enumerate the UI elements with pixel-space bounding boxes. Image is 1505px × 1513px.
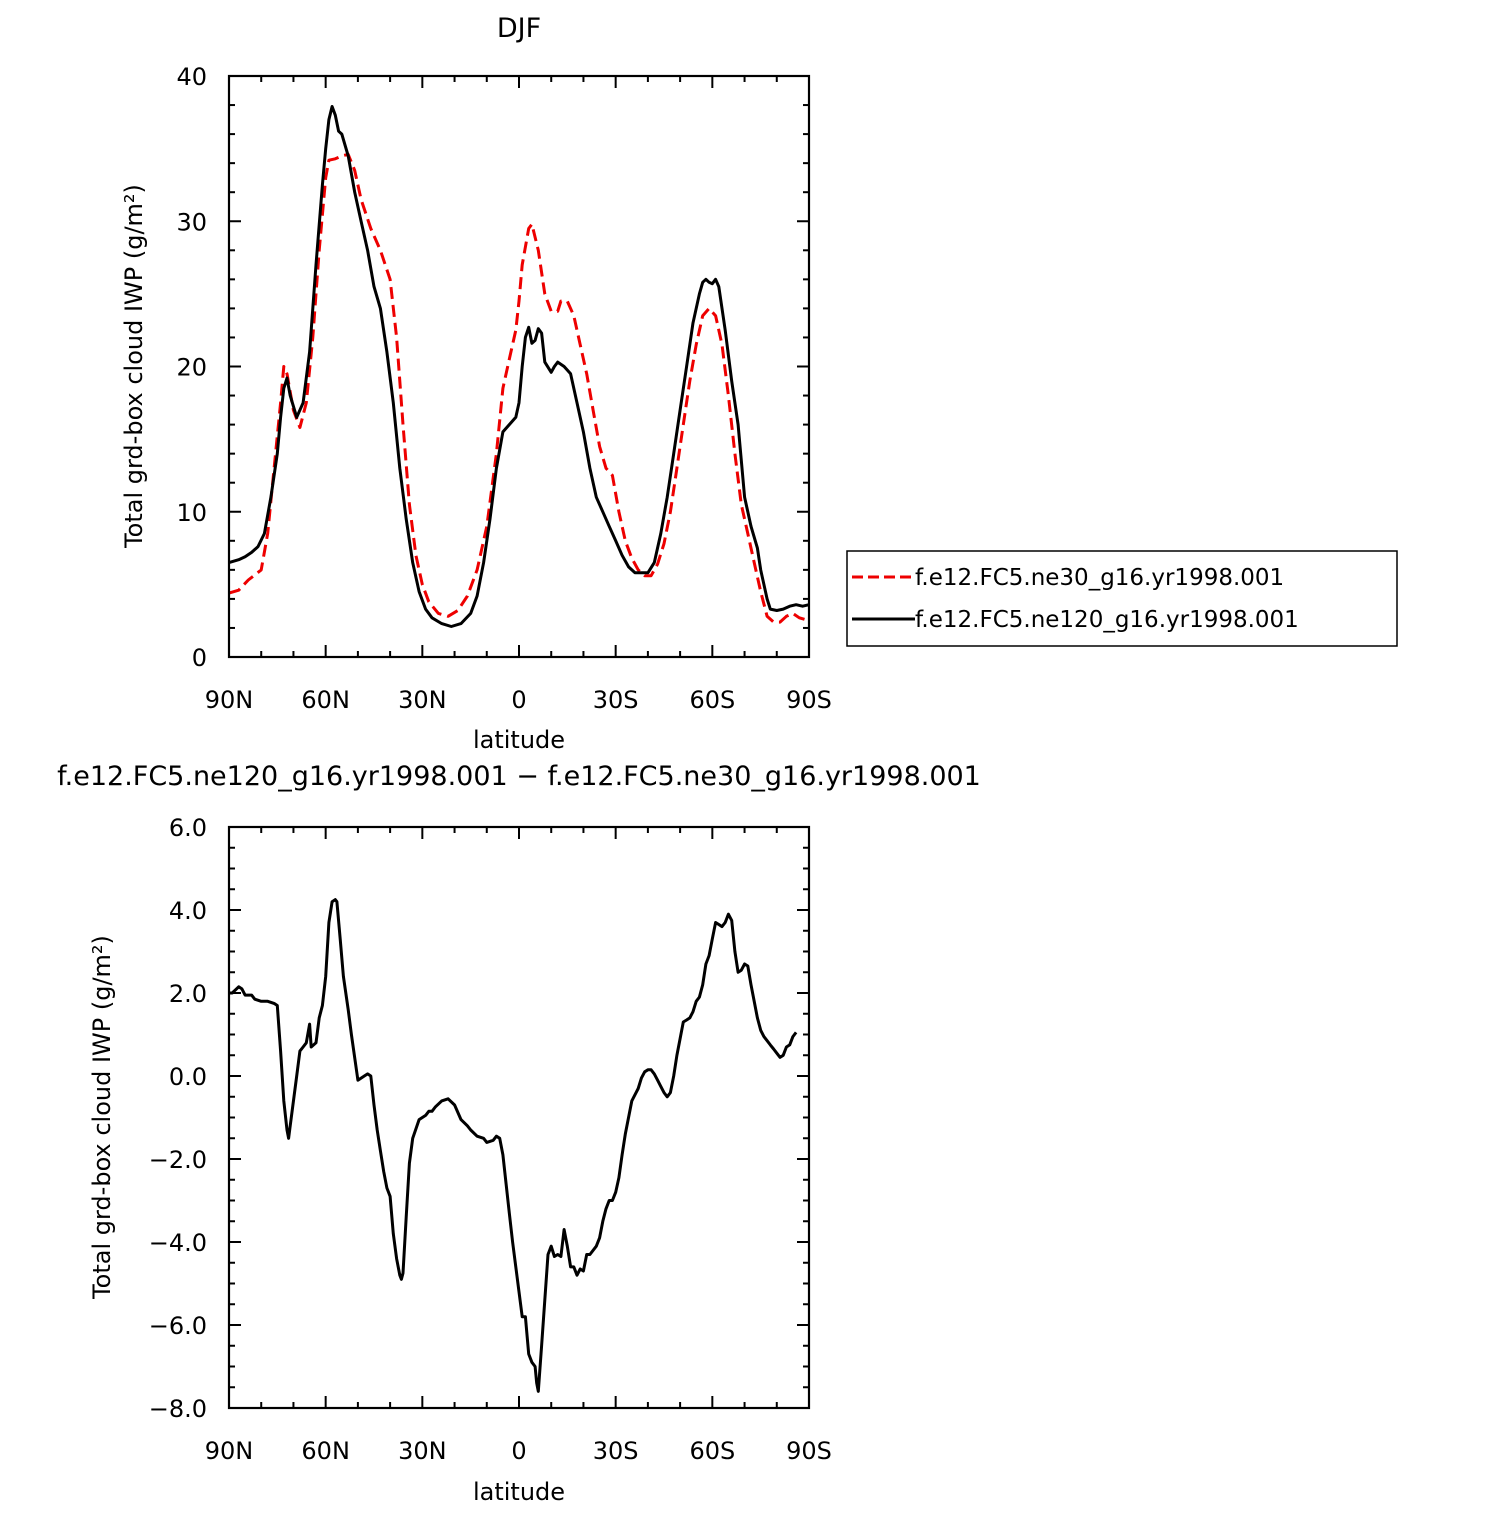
panel-top: DJF 90N 60N 30N 0 30S 60S 90S 0 10 20 30 40 latitu… <box>120 13 1398 754</box>
y-tick-labels: −8.0 −6.0 −4.0 −2.0 0.0 2.0 4.0 6.0 <box>149 814 207 1423</box>
x-tick-label: 0 <box>511 1437 526 1465</box>
x-axis-label: latitude <box>473 726 565 754</box>
legend-label-ne30: f.e12.FC5.ne30_g16.yr1998.001 <box>915 565 1284 591</box>
y-tick-label: 10 <box>176 499 207 527</box>
legend: f.e12.FC5.ne30_g16.yr1998.001 f.e12.FC5.… <box>846 550 1398 647</box>
y-axis-label: Total grd-box cloud IWP (g/m²) <box>120 184 148 549</box>
y-tick-label: 2.0 <box>169 980 207 1008</box>
y-tick-label: −8.0 <box>149 1395 207 1423</box>
y-tick-label: 0 <box>192 644 207 672</box>
x-tick-label: 90N <box>205 686 254 714</box>
x-tick-labels: 90N 60N 30N 0 30S 60S 90S <box>205 686 832 714</box>
x-tick-label: 60S <box>689 1437 735 1465</box>
series-line-0 <box>229 898 798 1393</box>
x-tick-label: 90S <box>786 686 832 714</box>
difference-chart-title: f.e12.FC5.ne120_g16.yr1998.001 − f.e12.F… <box>57 761 981 792</box>
legend-label-ne120: f.e12.FC5.ne120_g16.yr1998.001 <box>915 607 1299 633</box>
chart-title: DJF <box>497 13 541 44</box>
x-axis-label: latitude <box>473 1478 565 1506</box>
x-tick-label: 30N <box>398 686 447 714</box>
series-line-1 <box>228 105 810 628</box>
y-tick-label: −2.0 <box>149 1146 207 1174</box>
y-tick-label: 0.0 <box>169 1063 207 1091</box>
x-tick-label: 60N <box>301 686 350 714</box>
panel-bottom: f.e12.FC5.ne120_g16.yr1998.001 − f.e12.F… <box>57 761 981 1506</box>
axis-ticks <box>228 826 810 1409</box>
plot-series-area <box>229 898 798 1393</box>
x-tick-label: 60S <box>689 686 735 714</box>
y-tick-label: −6.0 <box>149 1312 207 1340</box>
x-tick-label: 30N <box>398 1437 447 1465</box>
axis-ticks <box>228 75 810 658</box>
y-axis-label: Total grd-box cloud IWP (g/m²) <box>88 935 116 1300</box>
plot-frame <box>227 74 811 659</box>
y-tick-label: 30 <box>176 208 207 236</box>
x-tick-label: 60N <box>301 1437 350 1465</box>
y-tick-label: 20 <box>176 354 207 382</box>
series-line-0 <box>228 152 810 624</box>
y-tick-label: 4.0 <box>169 897 207 925</box>
x-tick-label: 90N <box>205 1437 254 1465</box>
legend-box <box>846 550 1398 647</box>
x-tick-label: 90S <box>786 1437 832 1465</box>
plot-frame <box>227 825 811 1410</box>
y-tick-label: 6.0 <box>169 814 207 842</box>
x-tick-label: 30S <box>593 1437 639 1465</box>
y-tick-labels: 0 10 20 30 40 <box>176 63 207 672</box>
y-tick-label: 40 <box>176 63 207 91</box>
x-tick-label: 0 <box>511 686 526 714</box>
plot-series-area <box>228 105 810 628</box>
x-tick-label: 30S <box>593 686 639 714</box>
y-tick-label: −4.0 <box>149 1229 207 1257</box>
x-tick-labels: 90N 60N 30N 0 30S 60S 90S <box>205 1437 832 1465</box>
